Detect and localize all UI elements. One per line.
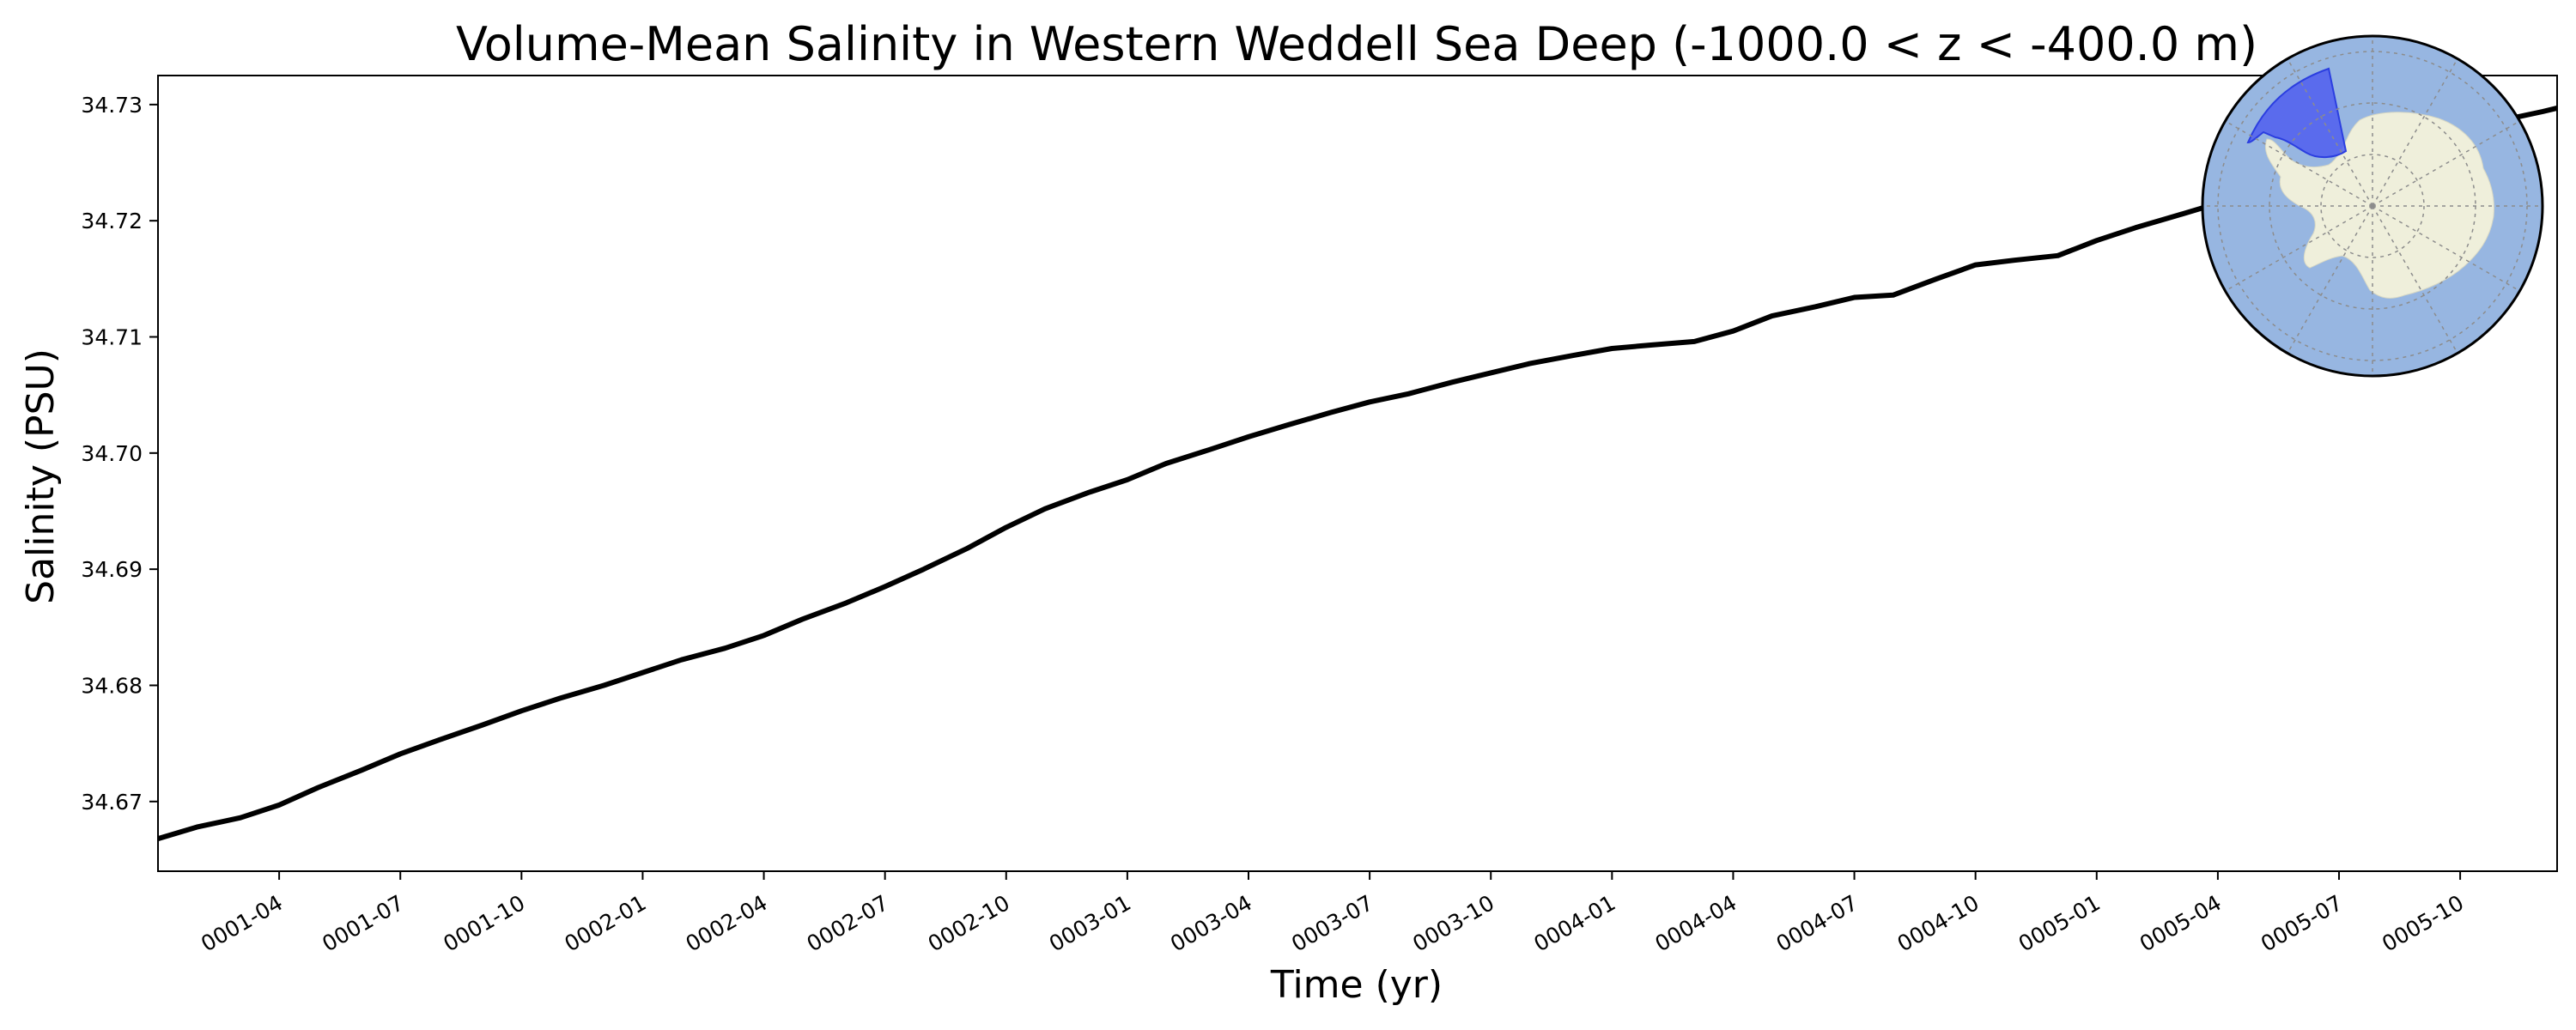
x-tick-label: 0005-07 [2257,890,2347,956]
map-latitude-circle [2320,154,2425,258]
x-tick-label: 0004-07 [1772,890,1862,956]
salinity-series-line [157,105,2558,841]
y-tick-label: 34.69 [81,557,143,582]
x-tick-label: 0003-04 [1166,890,1256,956]
map-meridian [2372,120,2520,207]
x-tick-label: 0003-10 [1408,890,1498,956]
map-meridian [2287,58,2373,207]
x-tick-label: 0005-10 [2378,890,2468,956]
map-meridian [2225,120,2373,207]
y-tick-label: 34.71 [81,324,143,349]
x-tick-label: 0001-07 [318,890,408,956]
x-tick-label: 0004-01 [1529,890,1619,956]
y-axis: 34.67 34.68 34.69 34.70 34.71 34.72 34.73 [81,93,158,815]
map-meridian [2225,205,2373,292]
y-tick-label: 34.72 [81,209,143,233]
x-tick-label: 0002-04 [682,890,772,956]
plot-frame [157,75,2558,872]
y-axis-label: Salinity (PSU) [19,348,63,604]
x-tick-label: 0001-04 [197,890,287,956]
map-meridian [2372,205,2520,292]
x-tick-label: 0001-10 [439,890,529,956]
x-tick-label: 0002-10 [924,890,1014,956]
antarctica-inset-map [2201,34,2544,378]
highlighted-region [2246,67,2348,158]
x-axis: 0001-04 0001-07 0001-10 0002-01 0002-04 0002-… [197,871,2468,956]
chart-title: Volume-Mean Salinity in Western Weddell … [456,17,2257,71]
map-meridian [2287,205,2373,354]
x-tick-label: 0002-07 [803,890,893,956]
y-tick-label: 34.67 [81,790,143,815]
x-tick-label: 0004-10 [1893,890,1984,956]
x-tick-label: 0003-07 [1287,890,1377,956]
x-tick-label: 0002-01 [560,890,650,956]
map-meridian [2372,205,2458,354]
x-tick-label: 0003-01 [1045,890,1135,956]
x-tick-label: 0005-01 [2014,890,2105,956]
y-tick-label: 34.68 [81,673,143,698]
x-tick-label: 0004-04 [1650,890,1741,956]
x-axis-label: Time (yr) [1270,963,1443,1007]
plot-area [157,75,2558,872]
y-tick-label: 34.73 [81,93,143,118]
map-border [2201,34,2544,378]
map-meridian [2372,58,2458,207]
y-tick-label: 34.70 [81,441,143,466]
x-tick-label: 0005-04 [2136,890,2226,956]
